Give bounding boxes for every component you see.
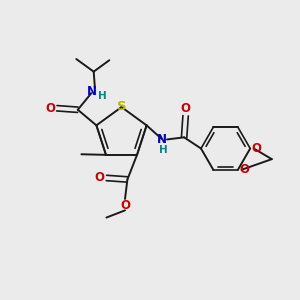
- Text: N: N: [157, 133, 167, 146]
- Text: O: O: [181, 102, 190, 115]
- Text: O: O: [45, 102, 55, 115]
- Text: O: O: [121, 199, 130, 212]
- Text: O: O: [252, 142, 262, 155]
- Text: H: H: [98, 91, 107, 100]
- Text: O: O: [239, 163, 250, 176]
- Text: S: S: [117, 100, 126, 113]
- Text: N: N: [87, 85, 97, 98]
- Text: H: H: [159, 145, 167, 155]
- Text: O: O: [95, 172, 105, 184]
